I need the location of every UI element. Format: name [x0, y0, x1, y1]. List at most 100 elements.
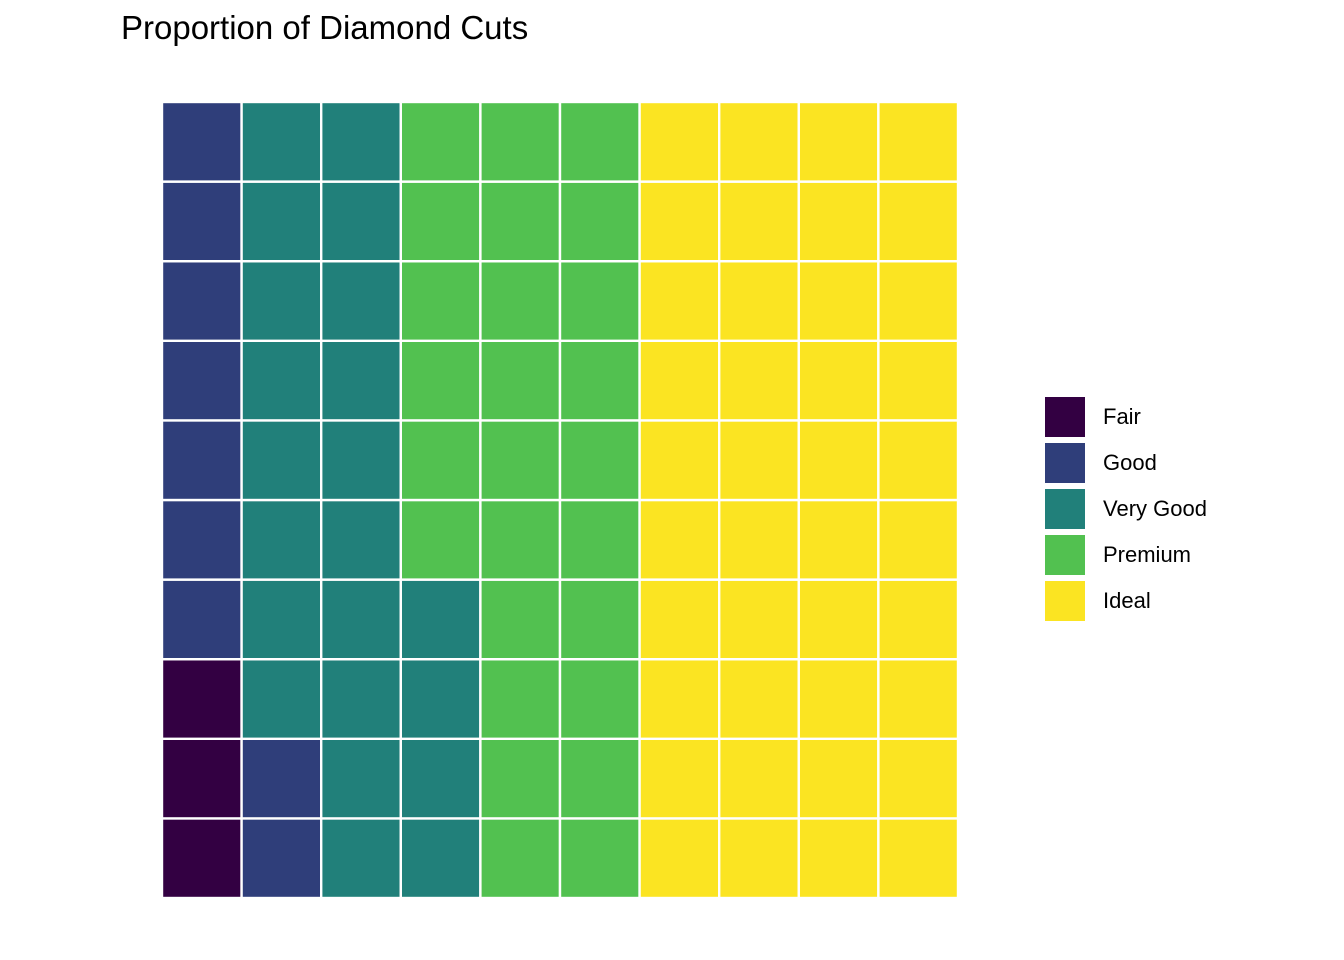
- legend-item-fair: Fair: [1045, 394, 1207, 440]
- waffle-tile-very-good: [320, 419, 403, 502]
- waffle-tile-very-good: [320, 100, 403, 183]
- waffle-tile-ideal: [877, 737, 960, 820]
- legend-label-fair: Fair: [1103, 404, 1141, 429]
- waffle-tile-fair: [160, 737, 243, 820]
- waffle-tile-good: [160, 180, 243, 263]
- waffle-tile-very-good: [240, 339, 323, 422]
- waffle-tile-ideal: [638, 817, 721, 900]
- waffle-tile-premium: [479, 100, 562, 183]
- waffle-tile-ideal: [638, 260, 721, 343]
- waffle-tile-ideal: [877, 658, 960, 741]
- legend-swatch-premium: [1045, 535, 1085, 575]
- waffle-tile-ideal: [718, 339, 801, 422]
- waffle-tile-premium: [479, 498, 562, 581]
- waffle-tile-premium: [479, 737, 562, 820]
- waffle-tile-premium: [479, 419, 562, 502]
- waffle-tile-premium: [399, 339, 482, 422]
- waffle-tile-very-good: [240, 260, 323, 343]
- waffle-tile-very-good: [320, 658, 403, 741]
- waffle-tile-ideal: [638, 180, 721, 263]
- waffle-tile-ideal: [718, 498, 801, 581]
- waffle-tile-premium: [399, 260, 482, 343]
- waffle-tile-ideal: [797, 339, 880, 422]
- legend-label-ideal: Ideal: [1103, 588, 1151, 613]
- waffle-tile-very-good: [320, 180, 403, 263]
- waffle-tile-premium: [479, 180, 562, 263]
- waffle-tile-premium: [399, 419, 482, 502]
- waffle-tile-premium: [558, 339, 641, 422]
- waffle-tile-very-good: [320, 817, 403, 900]
- waffle-tile-very-good: [320, 578, 403, 661]
- waffle-tile-ideal: [718, 578, 801, 661]
- waffle-tile-premium: [558, 419, 641, 502]
- waffle-tile-ideal: [877, 419, 960, 502]
- waffle-tile-premium: [558, 180, 641, 263]
- waffle-tile-ideal: [718, 180, 801, 263]
- waffle-tile-good: [160, 100, 243, 183]
- waffle-tile-very-good: [240, 419, 323, 502]
- legend-label-good: Good: [1103, 450, 1157, 475]
- legend-item-ideal: Ideal: [1045, 578, 1207, 624]
- waffle-tile-ideal: [797, 817, 880, 900]
- legend-item-very-good: Very Good: [1045, 486, 1207, 532]
- legend-label-very-good: Very Good: [1103, 496, 1207, 521]
- legend-item-premium: Premium: [1045, 532, 1207, 578]
- waffle-tile-good: [240, 817, 323, 900]
- waffle-tile-ideal: [718, 100, 801, 183]
- waffle-tile-ideal: [638, 578, 721, 661]
- waffle-tile-fair: [160, 658, 243, 741]
- waffle-tile-ideal: [797, 498, 880, 581]
- legend-swatch-very-good: [1045, 489, 1085, 529]
- waffle-tile-premium: [399, 498, 482, 581]
- waffle-tile-premium: [558, 737, 641, 820]
- waffle-tile-ideal: [718, 737, 801, 820]
- waffle-tile-ideal: [718, 260, 801, 343]
- waffle-tile-very-good: [240, 578, 323, 661]
- waffle-tile-very-good: [240, 180, 323, 263]
- legend-swatch-ideal: [1045, 581, 1085, 621]
- waffle-tile-very-good: [399, 817, 482, 900]
- waffle-tile-very-good: [320, 498, 403, 581]
- waffle-tile-good: [160, 578, 243, 661]
- waffle-tile-premium: [479, 817, 562, 900]
- chart-title: Proportion of Diamond Cuts: [121, 9, 529, 46]
- waffle-tile-very-good: [240, 658, 323, 741]
- waffle-tile-ideal: [797, 658, 880, 741]
- waffle-tile-good: [160, 498, 243, 581]
- waffle-tile-ideal: [718, 817, 801, 900]
- legend-swatch-fair: [1045, 397, 1085, 437]
- waffle-tile-premium: [558, 498, 641, 581]
- legend-swatch-good: [1045, 443, 1085, 483]
- waffle-tile-premium: [479, 260, 562, 343]
- waffle-tile-ideal: [877, 339, 960, 422]
- waffle-tile-ideal: [797, 578, 880, 661]
- waffle-tile-premium: [558, 658, 641, 741]
- waffle-tile-ideal: [797, 419, 880, 502]
- waffle-tile-ideal: [877, 180, 960, 263]
- legend-item-good: Good: [1045, 440, 1207, 486]
- waffle-tile-ideal: [797, 180, 880, 263]
- waffle-tile-premium: [558, 578, 641, 661]
- waffle-tile-very-good: [320, 260, 403, 343]
- waffle-tile-ideal: [797, 100, 880, 183]
- waffle-tile-ideal: [877, 260, 960, 343]
- waffle-tile-very-good: [240, 100, 323, 183]
- waffle-tile-premium: [558, 817, 641, 900]
- waffle-tile-very-good: [399, 737, 482, 820]
- waffle-tile-ideal: [638, 339, 721, 422]
- waffle-tile-premium: [558, 260, 641, 343]
- waffle-tile-ideal: [638, 658, 721, 741]
- legend-label-premium: Premium: [1103, 542, 1192, 567]
- waffle-tile-ideal: [638, 100, 721, 183]
- waffle-tile-very-good: [240, 498, 323, 581]
- waffle-tile-ideal: [797, 737, 880, 820]
- waffle-tile-good: [240, 737, 323, 820]
- waffle-tile-premium: [479, 658, 562, 741]
- waffle-tile-ideal: [718, 658, 801, 741]
- waffle-tile-premium: [558, 100, 641, 183]
- waffle-tile-premium: [479, 578, 562, 661]
- waffle-tile-ideal: [638, 498, 721, 581]
- waffle-tile-premium: [479, 339, 562, 422]
- waffle-tile-good: [160, 339, 243, 422]
- waffle-tile-ideal: [877, 578, 960, 661]
